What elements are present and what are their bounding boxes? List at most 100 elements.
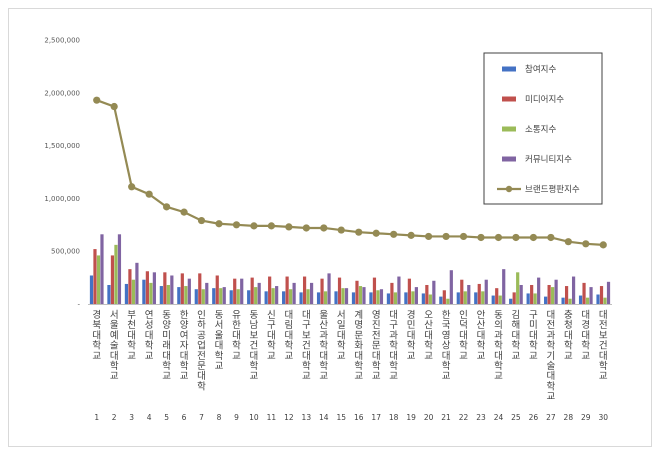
brand-reputation-line xyxy=(93,96,607,249)
bar-소통지수 xyxy=(166,284,170,304)
line-point xyxy=(372,229,380,237)
rank-label: 18 xyxy=(389,413,399,422)
bar-미디어지수 xyxy=(372,277,377,304)
bar-커뮤니티지수 xyxy=(502,269,506,304)
bar-미디어지수 xyxy=(198,273,202,304)
line-point xyxy=(442,232,450,241)
bar-커뮤니티지수 xyxy=(467,284,471,304)
bar-참여지수 xyxy=(316,292,321,304)
bar-소통지수 xyxy=(481,291,485,304)
line-point xyxy=(425,232,433,241)
bar-미디어지수 xyxy=(180,273,184,304)
bar-커뮤니티지수 xyxy=(414,287,418,304)
line-point xyxy=(110,102,118,111)
bar-소통지수 xyxy=(149,282,153,304)
bar-소통지수 xyxy=(568,298,572,304)
bar-소통지수 xyxy=(131,279,136,304)
bar-참여지수 xyxy=(404,292,408,304)
bar-커뮤니티지수 xyxy=(135,262,139,304)
rank-label: 8 xyxy=(217,413,222,422)
bar-참여지수 xyxy=(421,293,425,304)
bar-커뮤니티지수 xyxy=(309,282,314,304)
legend-swatch xyxy=(502,126,516,132)
bar-참여지수 xyxy=(124,283,129,304)
bar-미디어지수 xyxy=(93,249,97,304)
bar-커뮤니티지수 xyxy=(117,234,122,304)
bar-미디어지수 xyxy=(145,271,149,304)
y-tick-label: - xyxy=(77,301,80,309)
rank-label: 4 xyxy=(147,413,152,422)
bar-커뮤니티지수 xyxy=(152,272,156,304)
bar-미디어지수 xyxy=(128,269,132,304)
bar-참여지수 xyxy=(107,284,111,304)
line-point xyxy=(163,203,171,211)
bar-커뮤니티지수 xyxy=(432,280,436,304)
line-point xyxy=(197,216,206,225)
bar-참여지수 xyxy=(351,292,356,304)
bar-미디어지수 xyxy=(460,279,464,304)
rank-label: 22 xyxy=(459,413,469,422)
bar-소통지수 xyxy=(201,289,205,304)
line-point xyxy=(494,233,503,242)
rank-label: 27 xyxy=(546,413,556,422)
bar-참여지수 xyxy=(247,290,251,304)
line-point xyxy=(407,231,415,239)
bar-참여지수 xyxy=(299,292,303,304)
bar-미디어지수 xyxy=(285,276,289,304)
line-point xyxy=(582,240,590,248)
bar-참여지수 xyxy=(194,289,198,304)
bar-소통지수 xyxy=(498,295,502,304)
line-point xyxy=(285,223,293,231)
line-point xyxy=(337,226,345,234)
bar-소통지수 xyxy=(96,255,101,304)
bar-소통지수 xyxy=(446,298,450,304)
bar-참여지수 xyxy=(596,294,600,304)
line-point xyxy=(93,96,101,104)
bar-참여지수 xyxy=(439,296,443,304)
line-point xyxy=(180,208,188,216)
rank-label: 30 xyxy=(598,413,608,422)
rank-label: 20 xyxy=(424,413,434,422)
bar-참여지수 xyxy=(334,291,338,304)
bar-소통지수 xyxy=(393,292,398,304)
bar-커뮤니티지수 xyxy=(344,288,349,304)
legend-marker xyxy=(505,185,513,193)
bar-참여지수 xyxy=(509,298,513,304)
bar-미디어지수 xyxy=(337,277,342,304)
bar-미디어지수 xyxy=(495,288,499,304)
bar-미디어지수 xyxy=(547,284,551,304)
bar-참여지수 xyxy=(456,292,460,304)
bar-소통지수 xyxy=(463,291,467,304)
bar-참여지수 xyxy=(578,295,583,304)
bar-참여지수 xyxy=(142,279,146,304)
legend-swatch xyxy=(502,156,516,162)
bar-참여지수 xyxy=(282,291,286,304)
line-point xyxy=(355,228,363,236)
line-point xyxy=(320,224,328,232)
rank-label: 29 xyxy=(581,413,591,422)
line-point xyxy=(232,221,241,229)
bar-참여지수 xyxy=(369,292,373,304)
bar-커뮤니티지수 xyxy=(292,282,296,304)
bar-미디어지수 xyxy=(268,276,272,304)
bar-커뮤니티지수 xyxy=(187,278,191,304)
